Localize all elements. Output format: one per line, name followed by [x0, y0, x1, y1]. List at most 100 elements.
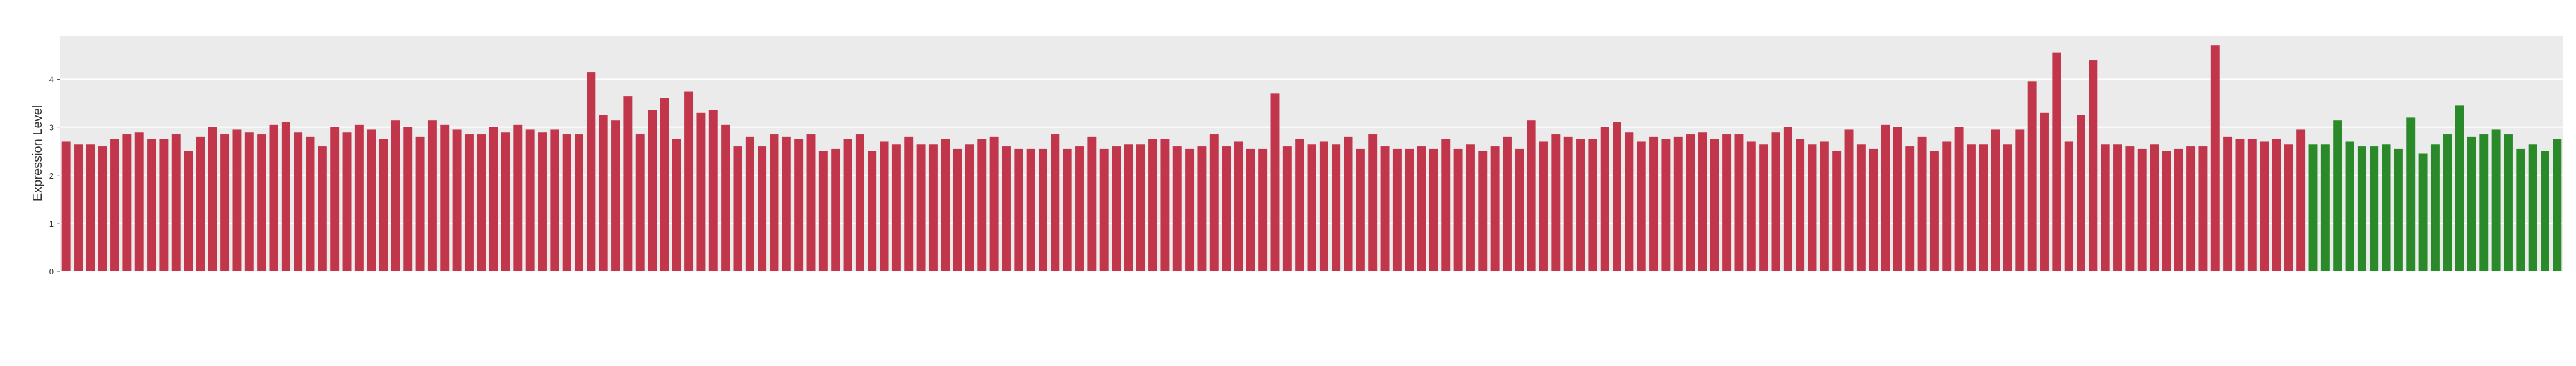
bar — [1991, 129, 2000, 271]
bar — [379, 139, 388, 271]
bar — [1759, 144, 1768, 271]
bar — [855, 134, 864, 271]
bar — [928, 144, 938, 271]
y-tick-label: 0 — [49, 267, 54, 276]
bar — [562, 134, 571, 271]
bar — [2089, 60, 2098, 272]
bar — [538, 132, 547, 271]
bar — [550, 129, 559, 271]
bar — [575, 134, 583, 271]
bar — [1673, 136, 1683, 271]
bar — [1954, 127, 1964, 271]
bar — [1856, 144, 1866, 271]
bar — [2003, 144, 2012, 271]
bar — [1222, 146, 1231, 271]
bar — [1258, 148, 1268, 271]
bar — [2418, 153, 2428, 271]
bar — [1136, 144, 1145, 271]
bar — [98, 146, 107, 271]
bar — [306, 136, 315, 271]
bar — [696, 112, 706, 271]
bar — [2345, 141, 2354, 271]
bar — [708, 110, 718, 271]
bar — [2541, 151, 2549, 271]
bar — [1783, 127, 1792, 271]
bar — [2308, 144, 2318, 271]
bar — [1344, 136, 1353, 271]
bar — [1551, 134, 1561, 271]
bar — [1881, 124, 1890, 271]
bar — [171, 134, 181, 271]
bar — [1637, 141, 1646, 271]
bar — [1002, 146, 1011, 271]
bar — [1172, 146, 1182, 271]
bar — [989, 136, 999, 271]
bar — [367, 129, 376, 271]
bar — [1490, 146, 1500, 271]
bar — [1710, 139, 1719, 271]
bar — [1929, 151, 1939, 271]
bar — [1063, 148, 1072, 271]
bar — [477, 134, 486, 271]
bar — [1234, 141, 1243, 271]
bar — [2516, 148, 2525, 271]
bar — [354, 124, 364, 271]
bar — [2125, 146, 2135, 271]
bar — [758, 146, 767, 271]
bar — [1270, 93, 1280, 272]
bar — [525, 129, 535, 271]
bar — [1734, 134, 1744, 271]
bar — [587, 72, 596, 272]
bar — [965, 144, 974, 271]
bar — [1087, 136, 1097, 271]
bar — [147, 139, 157, 271]
bar — [611, 120, 620, 271]
bar — [1332, 144, 1341, 271]
y-tick-label: 2 — [49, 171, 54, 180]
bar — [2296, 129, 2306, 271]
bar — [232, 129, 242, 271]
bar — [1905, 146, 1915, 271]
bar — [110, 139, 119, 271]
bar — [1026, 148, 1035, 271]
bar — [599, 115, 608, 271]
bar — [1051, 134, 1060, 271]
bar — [1771, 132, 1780, 271]
bar — [1099, 148, 1109, 271]
bar — [2443, 134, 2452, 271]
bar — [2210, 45, 2220, 271]
bar — [1869, 148, 1878, 271]
bar — [1625, 132, 1634, 271]
bar — [1722, 134, 1732, 271]
y-axis-title: Expression Level — [31, 105, 45, 201]
y-tick-label: 4 — [49, 75, 54, 85]
bar — [1368, 134, 1378, 271]
bar — [269, 124, 278, 271]
bar — [1942, 141, 1952, 271]
bar — [2040, 112, 2049, 271]
bar — [220, 134, 230, 271]
bar — [831, 148, 840, 271]
bar — [2553, 139, 2562, 271]
bar — [1576, 139, 1585, 271]
bar — [1893, 127, 1902, 271]
bar — [2491, 129, 2501, 271]
bar — [2235, 139, 2245, 271]
bar — [74, 144, 83, 271]
bar — [2186, 146, 2196, 271]
bar — [1515, 148, 1524, 271]
bar — [1698, 132, 1707, 271]
bar — [2370, 146, 2379, 271]
bar — [2247, 139, 2257, 271]
bar — [257, 134, 266, 271]
bar — [2064, 141, 2073, 271]
bar — [782, 136, 791, 271]
bar — [623, 96, 633, 271]
bar — [891, 144, 901, 271]
bar — [635, 134, 645, 271]
bar — [1613, 122, 1621, 271]
bar — [122, 134, 132, 271]
bar — [2015, 129, 2025, 271]
